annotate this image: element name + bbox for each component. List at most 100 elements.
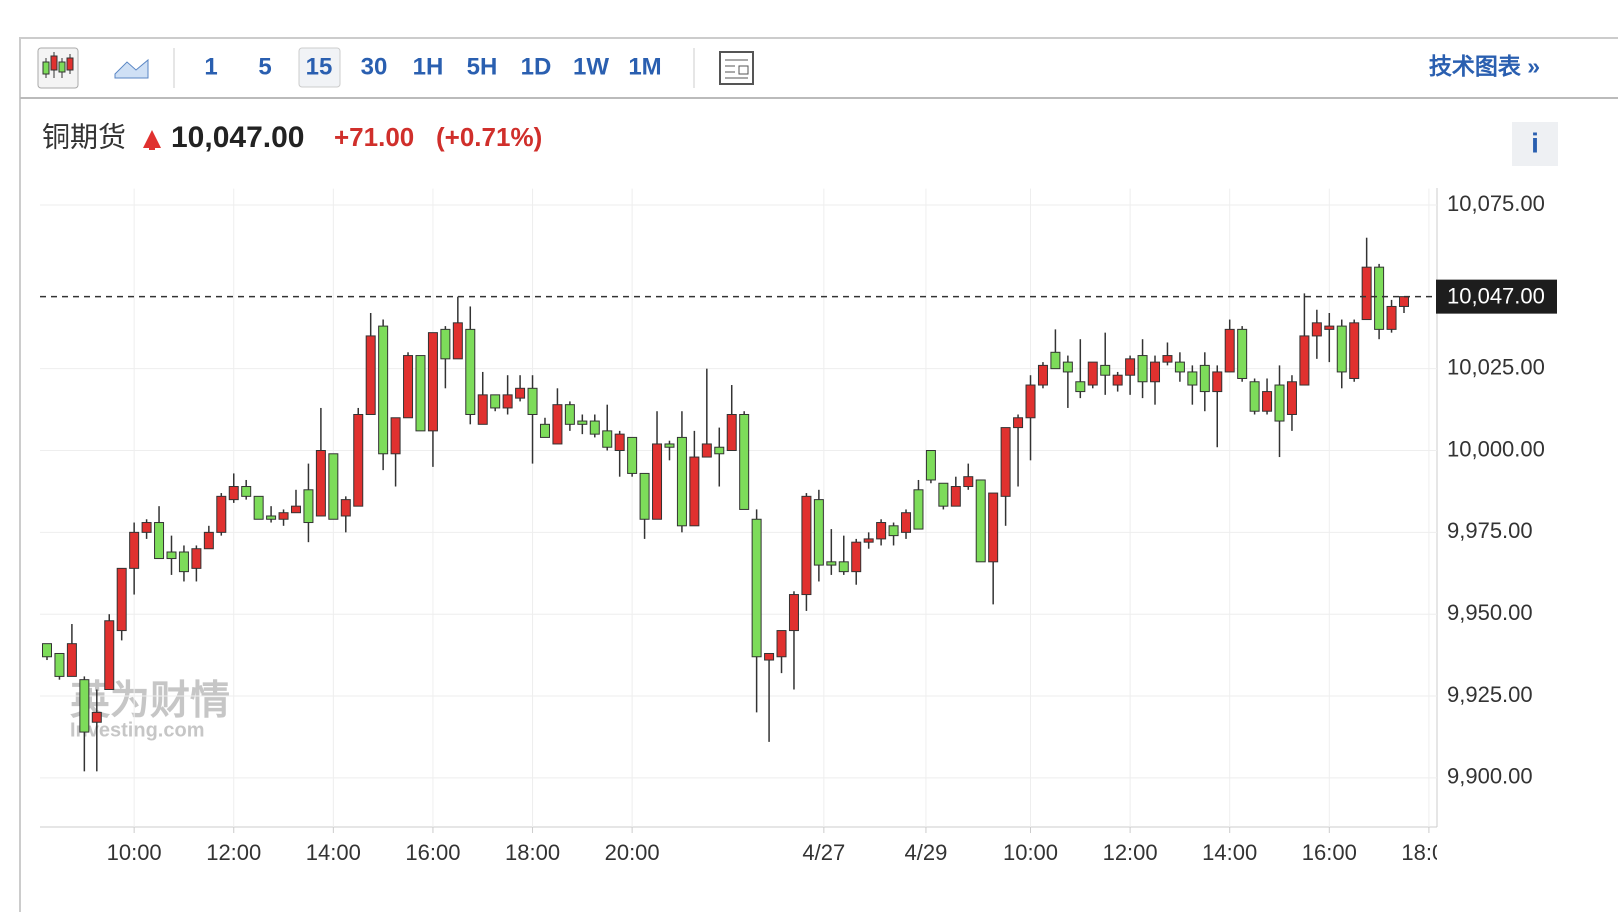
candle-body — [116, 567, 127, 632]
candle-body — [801, 495, 812, 596]
candle-body — [527, 387, 538, 415]
interval-button[interactable]: 30 — [361, 53, 388, 80]
info-label: i — [1531, 127, 1539, 158]
instrument-name: 铜期货 — [42, 121, 126, 152]
y-tick-label: 9,900.00 — [1447, 764, 1533, 789]
candle-body — [664, 443, 675, 448]
candle-body — [614, 433, 625, 452]
candle-body — [913, 489, 924, 530]
candle-body — [241, 486, 252, 497]
candle-body — [1324, 325, 1335, 330]
candle-body — [66, 643, 77, 677]
candle-body — [652, 443, 663, 520]
x-tick-label: 14:00 — [306, 840, 361, 865]
candle-body — [104, 620, 115, 690]
candle-body — [502, 394, 513, 409]
candle-body — [1361, 266, 1372, 321]
candle-body — [253, 495, 264, 520]
candle-body — [1399, 296, 1409, 307]
grid — [40, 188, 1437, 827]
candle-body — [689, 456, 700, 527]
candle-body — [365, 335, 376, 415]
candle-body — [1199, 364, 1210, 393]
candle-body — [938, 482, 949, 507]
icon-body — [58, 61, 66, 73]
x-tick-label: 10:00 — [1003, 840, 1058, 865]
watermark-site: Investing.com — [70, 719, 204, 741]
candle-body — [751, 518, 762, 658]
x-tick-label: 4/29 — [905, 840, 948, 865]
candle-body — [141, 522, 152, 533]
interval-button[interactable]: 1H — [413, 53, 444, 80]
candle-body — [876, 522, 887, 540]
interval-button[interactable]: 1M — [628, 53, 661, 80]
interval-button[interactable]: 5H — [467, 53, 498, 80]
interval-button[interactable]: 1 — [204, 53, 217, 80]
candle-body — [1075, 381, 1086, 393]
candle-body — [178, 551, 189, 573]
candle-body — [1212, 371, 1223, 393]
candle-body — [203, 531, 214, 550]
candle-body — [166, 551, 177, 560]
x-tick-label: 14:00 — [1202, 840, 1257, 865]
plot — [42, 237, 1409, 772]
candle-body — [490, 394, 501, 409]
x-tick-label: 16:00 — [405, 840, 460, 865]
candle-icon[interactable] — [37, 47, 79, 89]
candle-body — [1013, 417, 1024, 429]
candle-body — [1286, 381, 1297, 415]
candle-body — [888, 525, 899, 537]
x-tick-label: 12:00 — [206, 840, 261, 865]
info-button[interactable] — [1512, 122, 1558, 166]
candle-body — [1062, 361, 1073, 373]
candle-body — [963, 476, 974, 488]
candle-body — [54, 652, 65, 677]
candle-body — [739, 413, 750, 510]
candle-body — [838, 561, 849, 573]
candle-body — [950, 486, 961, 507]
candle-body — [1349, 322, 1360, 379]
x-tick-label: 16:00 — [1302, 840, 1357, 865]
candle-body — [1087, 361, 1098, 386]
candle-body — [1274, 384, 1285, 422]
interval-button[interactable]: 1W — [573, 53, 609, 80]
candle-body — [1000, 427, 1011, 497]
icon-body — [50, 55, 58, 71]
x-labels: 10:00 12:00 14:00 16:00 18:00 20:00 4/27 4/29 10… — [107, 827, 1437, 865]
candle-body — [216, 495, 227, 533]
candle-body — [1125, 358, 1136, 376]
interval-button[interactable]: 15 — [306, 53, 333, 80]
candle-body — [1150, 361, 1161, 383]
last-price: 10,047.00 — [171, 121, 304, 154]
selected-interval — [298, 47, 341, 88]
candle-body — [627, 436, 638, 474]
interval-button[interactable]: 1D — [521, 53, 552, 80]
candle-body — [315, 450, 326, 517]
y-tick-label: 10,000.00 — [1447, 436, 1545, 461]
candle-body — [988, 492, 999, 563]
candle-body — [1299, 335, 1310, 386]
candle-body — [589, 420, 600, 435]
last-price-label: 10,047.00 — [1447, 283, 1545, 308]
candle-body — [776, 630, 787, 658]
line-icon[interactable] — [114, 58, 149, 79]
icon-body — [66, 57, 74, 71]
candle-body — [676, 436, 687, 527]
technical-chart-link[interactable]: 技术图表 » — [1429, 53, 1540, 79]
price-change: +71.00 — [334, 122, 414, 152]
candle-body — [390, 417, 401, 455]
candle-body — [552, 404, 563, 445]
news-icon[interactable] — [719, 51, 754, 85]
candle-body — [129, 531, 140, 569]
icon-lines — [725, 59, 749, 79]
candle-body — [403, 355, 414, 419]
candle-body — [1311, 322, 1322, 337]
x-tick-label: 18:00 — [505, 840, 560, 865]
interval-button[interactable]: 5 — [258, 53, 271, 80]
candle-body — [340, 499, 351, 517]
candle-body — [328, 453, 339, 520]
candle-body — [701, 443, 712, 458]
candle-body — [1336, 325, 1347, 373]
candle-body — [564, 404, 575, 425]
x-tick-label: 10:00 — [107, 840, 162, 865]
